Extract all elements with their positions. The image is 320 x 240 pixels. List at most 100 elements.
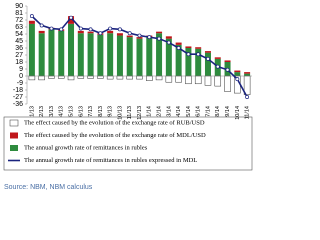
- line-marker: [215, 64, 220, 69]
- line-marker: [88, 27, 93, 32]
- bar: [136, 75, 143, 80]
- line-marker: [137, 33, 142, 38]
- bar: [107, 30, 114, 34]
- legend-swatch: [10, 145, 18, 151]
- bar: [214, 57, 221, 59]
- bar: [77, 30, 84, 34]
- line-marker: [186, 52, 191, 57]
- x-tick-label: 3/13: [49, 106, 55, 117]
- bar: [97, 75, 104, 79]
- x-tick-label: 10/14: [235, 106, 241, 120]
- y-tick-label: 81: [15, 10, 23, 17]
- bar: [195, 47, 202, 49]
- line-marker: [235, 77, 240, 82]
- x-tick-label: 1/14: [147, 106, 153, 117]
- y-tick-label: 72: [15, 17, 23, 24]
- bar: [224, 75, 231, 92]
- legend-label: The annual growth rate of remittances in…: [24, 144, 148, 151]
- bar: [116, 75, 124, 80]
- x-tick-label: 6/13: [78, 106, 84, 117]
- line-marker: [206, 56, 210, 61]
- bar: [224, 60, 231, 62]
- x-tick-label: 4/14: [176, 106, 182, 117]
- bar: [126, 37, 133, 76]
- bar: [204, 51, 211, 53]
- x-tick-label: 11/13: [127, 106, 133, 119]
- line-marker: [29, 14, 34, 19]
- line-marker: [78, 26, 83, 31]
- line-marker: [166, 40, 171, 45]
- y-tick-label: 9: [19, 66, 23, 73]
- line-marker: [108, 26, 113, 31]
- line-marker: [98, 31, 103, 36]
- bar: [165, 36, 172, 39]
- x-tick-label: 8/13: [98, 106, 104, 117]
- line-marker: [147, 35, 152, 40]
- x-tick-label: 1/13: [29, 106, 35, 117]
- bar: [106, 75, 114, 80]
- bar: [68, 23, 75, 76]
- y-tick-label: -27: [13, 94, 23, 101]
- y-tick-label: 0: [19, 73, 23, 80]
- bar: [165, 75, 173, 83]
- source: Source: NBM, NBM calculus: [4, 184, 93, 191]
- bar: [136, 38, 143, 76]
- y-tick-label: 18: [15, 59, 23, 66]
- line-marker: [69, 15, 73, 20]
- y-tick-label: 90: [15, 3, 23, 10]
- bar: [67, 75, 75, 81]
- bar: [146, 37, 153, 76]
- bar: [234, 70, 241, 73]
- x-tick-label: 7/13: [88, 106, 94, 117]
- x-tick-label: 2/14: [157, 106, 163, 117]
- y-tick-label: 63: [15, 24, 23, 31]
- bar: [175, 42, 182, 45]
- bar: [126, 35, 133, 38]
- bar: [195, 48, 202, 76]
- line-marker: [196, 52, 201, 57]
- bar: [194, 75, 202, 85]
- bar: [175, 75, 182, 83]
- bar: [57, 75, 65, 79]
- bar: [97, 34, 104, 76]
- y-tick-label: 27: [15, 52, 23, 59]
- bar: [204, 75, 212, 86]
- x-tick-label: 4/13: [59, 106, 65, 117]
- bar: [58, 30, 65, 76]
- bar: [185, 48, 192, 76]
- x-tick-label: 10/13: [117, 106, 123, 120]
- bar: [244, 72, 251, 74]
- bar: [77, 75, 85, 79]
- bar: [107, 33, 114, 76]
- bar: [185, 46, 192, 48]
- y-tick-label: 36: [15, 45, 23, 52]
- x-tick-label: 11/14: [245, 106, 251, 119]
- line-marker: [39, 23, 44, 28]
- x-tick-label: 9/14: [225, 106, 231, 117]
- bar: [48, 75, 55, 79]
- bar: [116, 35, 123, 76]
- x-tick-label: 7/14: [205, 106, 211, 117]
- bar: [87, 75, 94, 79]
- legend-box: [3, 116, 253, 171]
- line-marker: [176, 46, 181, 50]
- bar: [244, 73, 251, 76]
- legend-swatch: [9, 119, 19, 127]
- legend-label: The effect caused by the evolution of th…: [24, 132, 206, 139]
- y-tick-label: -18: [13, 87, 23, 94]
- bar: [77, 33, 84, 76]
- x-tick-label: 5/14: [186, 106, 192, 117]
- bar: [87, 31, 94, 34]
- y-tick-label: 54: [15, 31, 23, 38]
- bar: [175, 44, 182, 76]
- x-tick-label: 3/14: [166, 106, 172, 117]
- chart: Source: NBM, NBM calculus 90817263544536…: [3, 3, 253, 191]
- x-tick-label: 9/13: [108, 106, 114, 117]
- y-tick-label: -36: [13, 101, 23, 108]
- bar: [48, 29, 55, 76]
- bar: [204, 52, 211, 76]
- bar: [156, 33, 163, 76]
- bar: [155, 75, 163, 81]
- legend-label: The effect caused by the evolution of th…: [24, 119, 205, 126]
- bar: [38, 75, 45, 81]
